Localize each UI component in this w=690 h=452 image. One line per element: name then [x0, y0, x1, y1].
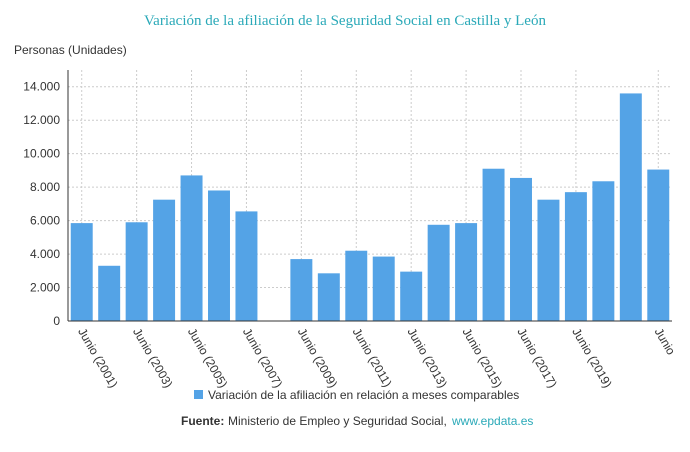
- bar: [537, 199, 560, 321]
- y-tick-label: 12.000: [23, 113, 60, 127]
- y-axis-label: Personas (Unidades): [14, 43, 127, 57]
- bar: [317, 273, 340, 321]
- bar: [427, 224, 450, 321]
- bar: [290, 259, 313, 321]
- bar: [592, 181, 615, 321]
- bar: [400, 271, 423, 321]
- bar: [235, 211, 258, 321]
- chart-title: Variación de la afiliación de la Segurid…: [144, 13, 546, 29]
- x-tick-label: Junio (2001): [75, 326, 120, 391]
- x-tick-label: Junio (2017): [514, 326, 559, 391]
- bar: [619, 93, 642, 321]
- y-tick-label: 4.000: [30, 247, 60, 261]
- bar: [125, 222, 148, 321]
- bar: [647, 169, 670, 321]
- bar: [180, 175, 203, 321]
- x-tick-label: Junio (2015): [459, 326, 504, 391]
- x-tick-label: Junio (2009): [295, 326, 340, 391]
- y-tick-label: 8.000: [30, 180, 60, 194]
- bar: [564, 192, 587, 321]
- x-tick-label: Junio: [652, 326, 679, 358]
- bar: [70, 223, 93, 321]
- bar: [455, 223, 478, 321]
- bar: [345, 250, 368, 321]
- x-tick-label: Junio (2013): [405, 326, 450, 391]
- x-tick-label: Junio (2003): [130, 326, 175, 391]
- y-tick-label: 2.000: [30, 281, 60, 295]
- bar: [510, 177, 532, 321]
- y-tick-label: 0: [53, 314, 60, 328]
- bar: [98, 265, 121, 321]
- x-tick-label: Junio (2019): [569, 326, 614, 391]
- legend-label: Variación de la afiliación en relación a…: [208, 388, 519, 402]
- x-tick-label: Junio (2007): [240, 326, 285, 391]
- source-link[interactable]: www.epdata.es: [451, 414, 533, 428]
- bar: [482, 168, 505, 321]
- source: Fuente: Ministerio de Empleo y Seguridad…: [181, 414, 533, 428]
- source-label: Fuente:: [181, 414, 224, 428]
- y-tick-label: 6.000: [30, 214, 60, 228]
- y-tick-label: 10.000: [23, 147, 60, 161]
- x-tick-label: Junio (2011): [350, 326, 395, 390]
- bar: [153, 199, 176, 321]
- source-text: Ministerio de Empleo y Seguridad Social,: [228, 414, 447, 428]
- y-tick-label: 14.000: [23, 80, 60, 94]
- x-tick-label: Junio (2005): [185, 326, 230, 391]
- bar: [372, 256, 395, 321]
- legend-swatch: [194, 390, 203, 399]
- bar: [208, 190, 230, 321]
